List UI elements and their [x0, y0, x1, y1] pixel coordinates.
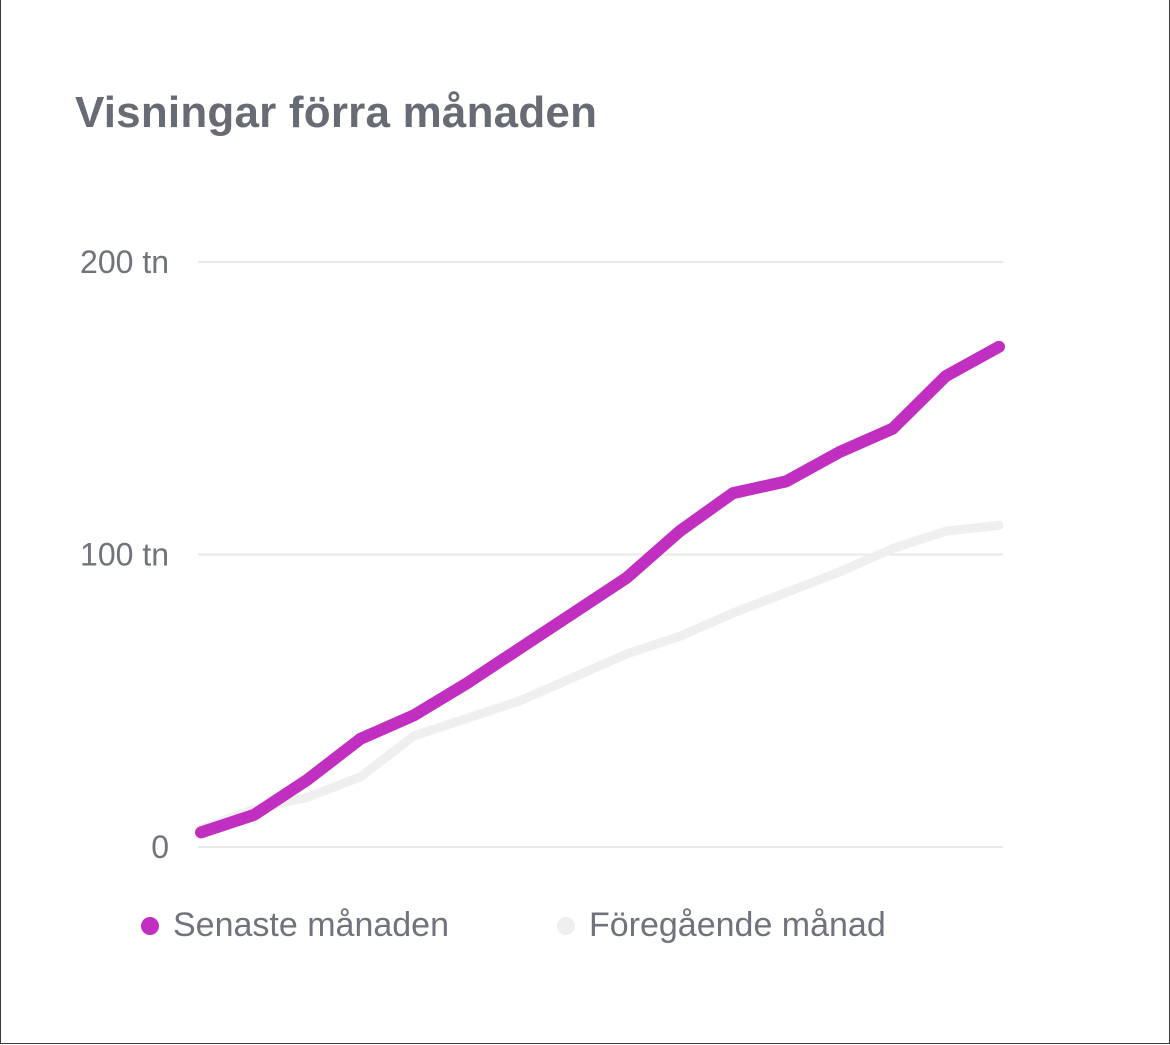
legend-label-previous: Föregående månad	[588, 906, 886, 944]
series-line-previous	[196, 520, 1004, 834]
y-tick-label-200: 200 tn	[80, 244, 169, 280]
series-line-current	[195, 340, 1005, 839]
y-tick-label-100: 100 tn	[80, 537, 169, 573]
y-tick-label-0: 0	[151, 829, 169, 865]
series-lines	[195, 340, 1005, 839]
legend-item-current[interactable]: Senaste månaden	[141, 906, 449, 945]
chart-legend: Senaste månaden Föregående månad	[141, 906, 886, 945]
legend-dot-previous-icon	[556, 916, 575, 935]
chart-title: Visningar förra månaden	[75, 88, 598, 137]
legend-label-current: Senaste månaden	[173, 906, 449, 944]
legend-item-previous[interactable]: Föregående månad	[556, 906, 886, 945]
legend-dot-current-icon	[141, 916, 159, 935]
y-axis-tick-labels: 0 100 tn 200 tn	[80, 244, 169, 865]
